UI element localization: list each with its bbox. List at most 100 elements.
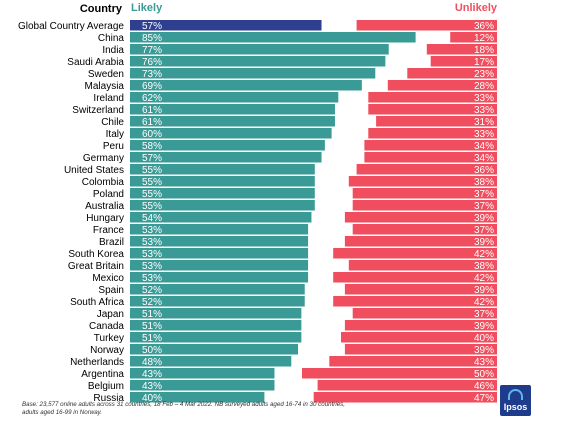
likely-bar: [130, 296, 305, 307]
unlikely-bar: [348, 260, 497, 271]
unlikely-bar: [364, 152, 497, 163]
likely-value-label: 52%: [142, 285, 162, 296]
country-column-header: Country: [80, 3, 123, 15]
likely-bar: [130, 68, 376, 79]
likely-bar: [130, 44, 389, 55]
unlikely-bar: [344, 320, 497, 331]
unlikely-value-label: 47%: [474, 393, 494, 404]
country-label: Poland: [93, 189, 124, 200]
country-label: Belgium: [88, 381, 124, 392]
country-label: Germany: [83, 153, 124, 164]
likely-value-label: 73%: [142, 69, 162, 80]
country-label: United States: [64, 165, 124, 176]
unlikely-value-label: 37%: [474, 309, 494, 320]
likely-bar: [130, 188, 315, 199]
likely-value-label: 40%: [142, 393, 162, 404]
country-label: Australia: [85, 201, 124, 212]
unlikely-bar: [430, 56, 497, 67]
unlikely-value-label: 37%: [474, 225, 494, 236]
country-label: Sweden: [88, 69, 124, 80]
unlikely-value-label: 12%: [474, 33, 494, 44]
unlikely-value-label: 34%: [474, 141, 494, 152]
country-label: Russia: [93, 393, 124, 404]
likely-bar: [130, 260, 309, 271]
likely-bar: [130, 32, 416, 43]
likely-bar: [130, 248, 309, 259]
likely-value-label: 55%: [142, 189, 162, 200]
country-label: India: [102, 45, 124, 56]
unlikely-value-label: 37%: [474, 201, 494, 212]
likely-value-label: 62%: [142, 93, 162, 104]
likely-value-label: 61%: [142, 117, 162, 128]
unlikely-bar: [333, 272, 497, 283]
unlikely-bar: [344, 212, 497, 223]
unlikely-value-label: 39%: [474, 285, 494, 296]
unlikely-bar: [368, 128, 497, 139]
unlikely-value-label: 39%: [474, 237, 494, 248]
likely-value-label: 52%: [142, 297, 162, 308]
unlikely-bar: [344, 344, 497, 355]
logo-text: Ipsos: [503, 402, 528, 412]
likely-bar: [130, 224, 309, 235]
likely-bar: [130, 308, 302, 319]
unlikely-value-label: 39%: [474, 345, 494, 356]
likely-bar: [130, 152, 322, 163]
unlikely-value-label: 17%: [474, 57, 494, 68]
likely-value-label: 51%: [142, 309, 162, 320]
likely-bar: [130, 392, 265, 403]
likely-bar: [130, 320, 302, 331]
unlikely-bar: [368, 92, 497, 103]
country-label: Malaysia: [85, 81, 125, 92]
likely-value-label: 53%: [142, 225, 162, 236]
country-label: Brazil: [99, 237, 124, 248]
likely-value-label: 57%: [142, 153, 162, 164]
unlikely-bar: [356, 164, 497, 175]
likely-value-label: 60%: [142, 129, 162, 140]
country-label: South Africa: [70, 297, 124, 308]
likely-bar: [130, 116, 335, 127]
likely-value-label: 51%: [142, 333, 162, 344]
unlikely-bar: [450, 32, 497, 43]
unlikely-bar: [341, 332, 497, 343]
country-label: Ireland: [93, 93, 124, 104]
likely-bar: [130, 200, 315, 211]
unlikely-value-label: 38%: [474, 261, 494, 272]
unlikely-value-label: 37%: [474, 189, 494, 200]
likely-value-label: 55%: [142, 177, 162, 188]
likely-value-label: 53%: [142, 261, 162, 272]
unlikely-bar: [329, 356, 497, 367]
country-label: Great Britain: [68, 261, 124, 272]
unlikely-value-label: 18%: [474, 45, 494, 56]
likely-value-label: 48%: [142, 357, 162, 368]
country-label: Norway: [90, 345, 124, 356]
unlikely-column-header: Unlikely: [455, 2, 498, 14]
likely-bar: [130, 368, 275, 379]
unlikely-value-label: 33%: [474, 105, 494, 116]
unlikely-value-label: 28%: [474, 81, 494, 92]
country-label: Saudi Arabia: [67, 57, 124, 68]
country-label: Turkey: [94, 333, 124, 344]
country-label: Peru: [103, 141, 124, 152]
unlikely-bar: [352, 224, 497, 235]
ipsos-logo: Ipsos: [500, 385, 531, 416]
unlikely-bar: [426, 44, 497, 55]
likely-bar: [130, 344, 298, 355]
country-label: Chile: [101, 117, 124, 128]
likely-value-label: 55%: [142, 165, 162, 176]
likely-bar: [130, 176, 315, 187]
unlikely-value-label: 46%: [474, 381, 494, 392]
likely-value-label: 57%: [142, 21, 162, 32]
unlikely-bar: [352, 188, 497, 199]
unlikely-value-label: 33%: [474, 129, 494, 140]
country-label: Colombia: [82, 177, 125, 188]
unlikely-bar: [344, 236, 497, 247]
country-label: France: [93, 225, 125, 236]
country-label: Italy: [106, 129, 124, 140]
country-label: China: [98, 33, 125, 44]
unlikely-bar: [317, 380, 497, 391]
likely-value-label: 58%: [142, 141, 162, 152]
country-label: Canada: [89, 321, 124, 332]
unlikely-value-label: 50%: [474, 369, 494, 380]
likely-value-label: 55%: [142, 201, 162, 212]
country-label: Argentina: [81, 369, 124, 380]
